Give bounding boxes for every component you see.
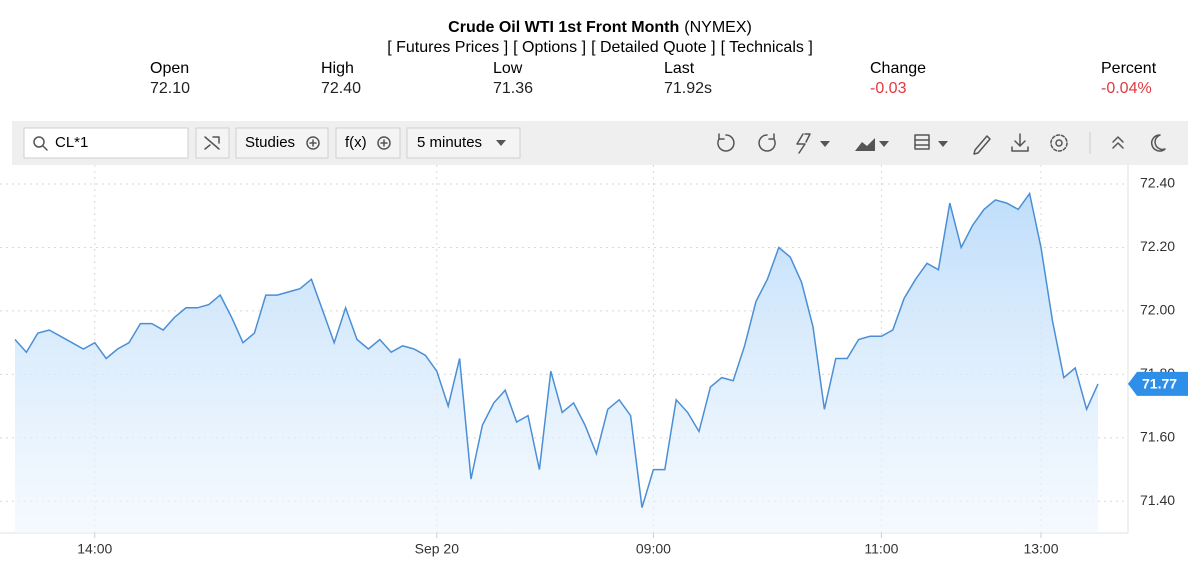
layout-icon[interactable]	[914, 134, 930, 150]
quote: Open 72.10 High 72.40 Low 71.36 Last 71.92s Chan…	[150, 60, 1157, 97]
search-icon	[33, 136, 45, 148]
links: [ Futures Prices ] [ Options ] [ Detailed …	[387, 39, 813, 56]
symbol: CL*1	[55, 134, 88, 151]
plus-icon	[306, 136, 320, 150]
x-tick-label: 09:00	[636, 541, 671, 557]
link[interactable]: [ Technicals ]	[721, 39, 813, 56]
plus-icon	[377, 136, 391, 150]
dropdown-arrow	[496, 140, 506, 146]
y-tick-label: 72.00	[1140, 302, 1175, 318]
quote-label: Low	[493, 60, 523, 77]
plus-icon	[380, 139, 388, 147]
y-tick-label: 71.40	[1140, 492, 1175, 508]
shuffle-icon	[204, 136, 220, 150]
area	[15, 193, 1098, 533]
quote-label: Last	[664, 60, 695, 77]
quote-value: 71.92s	[664, 80, 712, 97]
collapse-icon[interactable]	[1112, 136, 1124, 149]
x-tick-label: Sep 20	[415, 541, 460, 557]
quote-value: 71.36	[493, 80, 533, 97]
draw-icon[interactable]	[796, 133, 811, 154]
link[interactable]: [ Options ]	[513, 39, 586, 56]
last-value-tag	[1128, 371, 1188, 396]
chart-type-icon[interactable]	[855, 138, 875, 151]
quote-value: 72.10	[150, 80, 190, 97]
y-tick-label: 72.40	[1140, 175, 1175, 191]
pencil-icon[interactable]	[973, 135, 991, 155]
plus-icon	[309, 139, 317, 147]
search-icon	[42, 145, 48, 151]
y-tick-label: 72.20	[1140, 238, 1175, 254]
function-label: f(x)	[345, 134, 367, 151]
y-tick-label: 71.60	[1140, 429, 1175, 445]
link[interactable]: [ Detailed Quote ]	[591, 39, 716, 56]
settings-icon[interactable]	[1055, 139, 1063, 147]
x-tick-label: 13:00	[1023, 541, 1058, 557]
download-icon[interactable]	[1011, 133, 1029, 152]
quote-value: -0.03	[870, 80, 907, 97]
x-tick-label: 11:00	[864, 541, 898, 557]
undo-icon[interactable]	[717, 133, 735, 152]
quote-label: High	[321, 60, 354, 77]
dropdown-arrow	[820, 141, 830, 147]
interval-label: 5 minutes	[417, 134, 482, 151]
last-value-label: 71.77	[1142, 376, 1177, 392]
quote-value: 72.40	[321, 80, 361, 97]
studies-label: Studies	[245, 134, 295, 151]
dropdown-arrow	[938, 141, 948, 147]
search-box[interactable]	[23, 127, 189, 159]
layout-icon	[914, 139, 930, 146]
line	[14, 191, 1099, 508]
exchange: (NYMEX)	[684, 19, 752, 36]
quote-value: -0.04%	[1101, 80, 1152, 97]
settings-icon	[1050, 134, 1068, 152]
quote-label: Open	[150, 60, 189, 77]
quote-label: Percent	[1101, 60, 1157, 77]
redo-icon[interactable]	[758, 133, 776, 152]
title: Crude Oil WTI 1st Front Month	[448, 19, 679, 36]
x-tick-label: 14:00	[77, 541, 112, 557]
link[interactable]: [ Futures Prices ]	[387, 39, 508, 56]
quote-label: Change	[870, 60, 926, 77]
theme-icon[interactable]	[1150, 134, 1166, 152]
dropdown-arrow	[879, 141, 889, 147]
title-line: Crude Oil WTI 1st Front Month (NYMEX)	[448, 19, 752, 36]
